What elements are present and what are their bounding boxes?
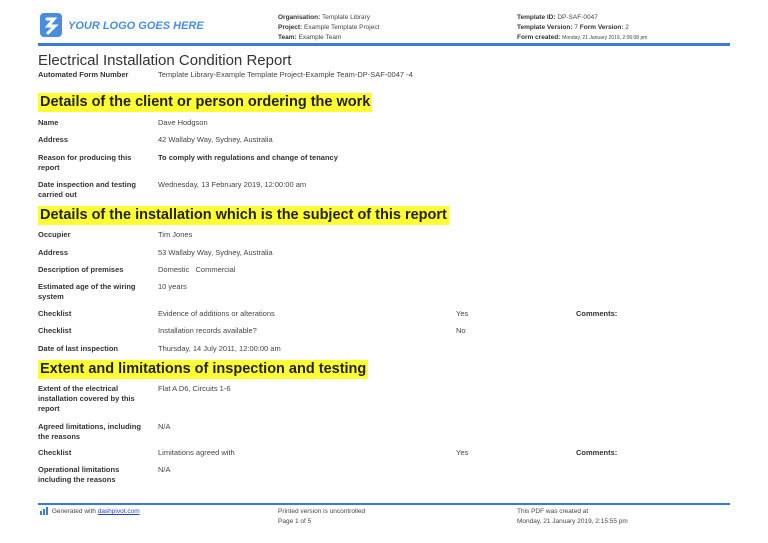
field-label: Address	[38, 248, 69, 257]
template-version-label: Template Version:	[517, 24, 573, 31]
field-value: Domestic Commercial	[158, 265, 236, 274]
field-value: 42 Wallaby Way, Sydney, Australia	[158, 135, 273, 144]
template-id-label: Template ID:	[517, 14, 556, 21]
form-created-value: Monday, 21 January 2019, 2:06:08 pm	[562, 35, 648, 41]
template-id-value: DP-SAF-0047	[557, 14, 598, 21]
field-value: Wednesday, 13 February 2019, 12:00:00 am	[158, 180, 307, 189]
field-value: Tim Jones	[158, 230, 193, 239]
checklist-answer: Yes	[456, 309, 469, 318]
field-value: Evidence of additions or alterations	[158, 309, 275, 318]
field-label: Agreed limitations, including the reason…	[38, 422, 141, 441]
template-version-value: 7	[574, 24, 578, 31]
comments-label: Comments:	[576, 309, 618, 318]
chart-bars-icon	[40, 507, 48, 516]
field-label: Checklist	[38, 309, 72, 318]
field-label: Name	[38, 118, 59, 127]
field-label: Checklist	[38, 326, 72, 335]
field-label: Address	[38, 135, 69, 144]
field-label: Date inspection and testing carried out	[38, 180, 136, 199]
organisation-value: Template Library	[321, 14, 371, 21]
field-value: N/A	[158, 422, 171, 431]
header-template-info: Template ID: DP-SAF-0047 Template Versio…	[517, 13, 647, 43]
organisation-label: Organisation:	[278, 14, 321, 21]
field-value: 53 Wallaby Way, Sydney, Australia	[158, 248, 273, 257]
form-number-value: Template Library-Example Template Projec…	[158, 70, 413, 79]
field-label: Occupier	[38, 230, 71, 239]
comments-label: Comments:	[576, 448, 618, 457]
footer-pdf-info: This PDF was created at Monday, 21 Janua…	[517, 507, 628, 527]
field-value: Flat A D6, Circuits 1-6	[158, 384, 231, 393]
field-value: Installation records available?	[158, 326, 257, 335]
field-value: N/A	[158, 465, 171, 474]
section-heading-installation: Details of the installation which is the…	[38, 206, 449, 225]
field-label: Checklist	[38, 448, 72, 457]
project-label: Project:	[278, 24, 303, 31]
field-label: Extent of the electrical installation co…	[38, 384, 135, 413]
header-project-info: Organisation: Template Library Project: …	[278, 13, 379, 43]
field-value: To comply with regulations and change of…	[158, 153, 338, 162]
field-label: Description of premises	[38, 265, 124, 274]
checklist-answer: Yes	[456, 448, 469, 457]
page-number: Page 1 of 5	[278, 518, 312, 525]
pdf-created-date: Monday, 21 January 2019, 2:15:55 pm	[517, 518, 628, 525]
uncontrolled-notice: Printed version is uncontrolled	[278, 508, 366, 515]
form-number-label: Automated Form Number	[38, 70, 129, 79]
field-label: Reason for producing this report	[38, 153, 132, 172]
field-value: Limitations agreed with	[158, 448, 235, 457]
dashpivot-link[interactable]: dashpivot.com	[97, 508, 140, 515]
footer-divider	[38, 503, 730, 505]
logo-text: YOUR LOGO GOES HERE	[68, 20, 204, 32]
pdf-created-label: This PDF was created at	[517, 508, 589, 515]
field-value: Thursday, 14 July 2011, 12:00:00 am	[158, 344, 281, 353]
field-label: Estimated age of the wiring system	[38, 282, 136, 301]
footer-generated: Generated with dashpivot.com	[40, 507, 140, 517]
page-title: Electrical Installation Condition Report	[38, 52, 292, 69]
footer-print-info: Printed version is uncontrolled Page 1 o…	[278, 507, 365, 527]
form-version-label: Form Version:	[579, 24, 624, 31]
generated-text: Generated with	[51, 508, 98, 515]
section-heading-client: Details of the client or person ordering…	[38, 93, 373, 112]
team-value: Example Team	[298, 34, 342, 41]
field-label: Operational limitations including the re…	[38, 465, 120, 484]
team-label: Team:	[278, 34, 297, 41]
field-value: Dave Hodgson	[158, 118, 208, 127]
section-heading-extent: Extent and limitations of inspection and…	[38, 360, 369, 379]
field-value: 10 years	[158, 282, 187, 291]
header-divider	[38, 43, 730, 46]
checklist-answer: No	[456, 326, 466, 335]
form-version-value: 2	[625, 24, 629, 31]
project-value: Example Template Project	[304, 24, 380, 31]
field-label: Date of last inspection	[38, 344, 119, 353]
form-created-label: Form created:	[517, 34, 561, 41]
logo-icon	[40, 13, 62, 37]
